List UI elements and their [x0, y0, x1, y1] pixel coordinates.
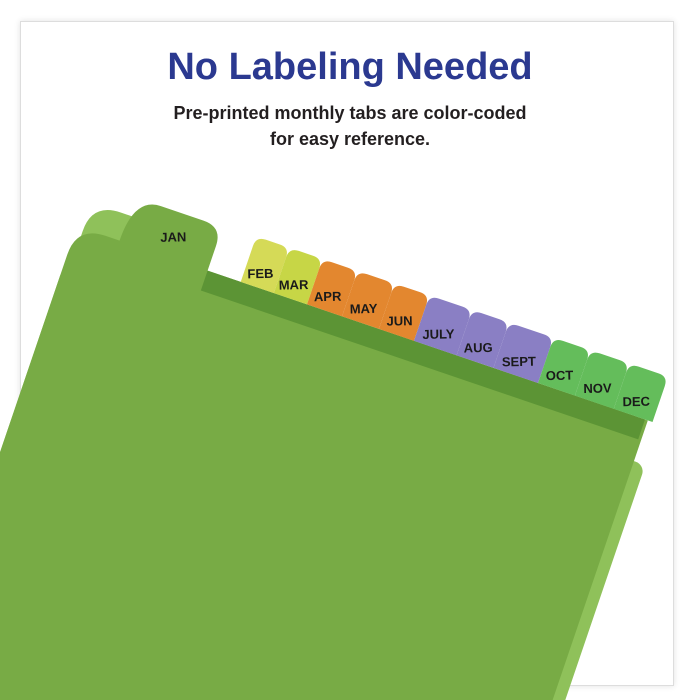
svg-text:JAN: JAN — [160, 229, 186, 245]
svg-text:NOV: NOV — [583, 380, 612, 396]
svg-text:AUG: AUG — [464, 340, 493, 356]
svg-text:MAR: MAR — [279, 277, 310, 293]
svg-text:FEB: FEB — [247, 266, 273, 282]
svg-text:OCT: OCT — [546, 368, 574, 384]
svg-text:JULY: JULY — [422, 326, 455, 342]
svg-text:MAY: MAY — [350, 301, 378, 317]
svg-text:SEPT: SEPT — [502, 354, 536, 370]
svg-text:JUN: JUN — [386, 313, 412, 329]
svg-text:APR: APR — [314, 289, 342, 305]
svg-text:DEC: DEC — [622, 394, 650, 410]
